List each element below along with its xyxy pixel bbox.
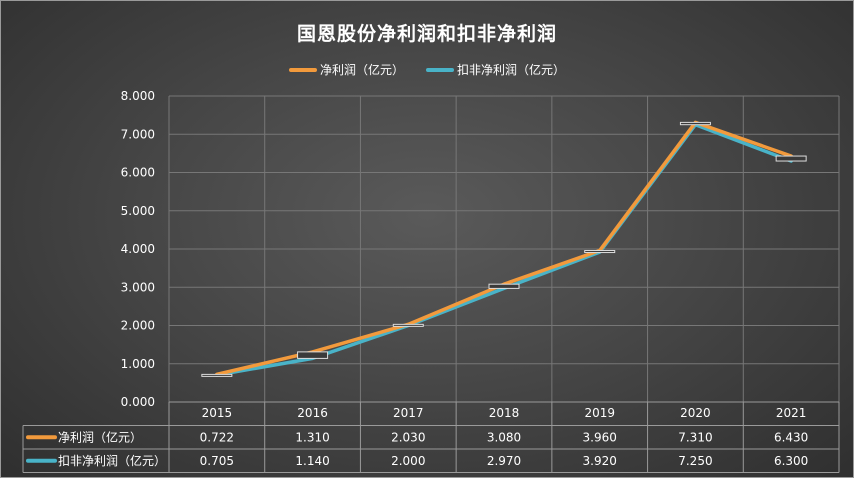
y-tick-label: 3.000: [121, 280, 155, 294]
hi-lo-marker: [488, 283, 520, 289]
hi-lo-marker: [201, 373, 233, 377]
series-line-net-profit: [215, 120, 793, 377]
y-tick-label: 6.000: [121, 166, 155, 180]
x-tick-label: 2017: [393, 406, 424, 420]
x-tick-label: 2021: [776, 406, 807, 420]
y-tick-label: 2.000: [121, 319, 155, 333]
legend-item-net-profit: 净利润（亿元）: [288, 61, 404, 78]
table-series-label: 净利润（亿元）: [58, 429, 142, 444]
hi-lo-marker: [392, 323, 424, 327]
legend-swatch-net-profit: [288, 67, 317, 72]
y-tick-label: 7.000: [121, 127, 155, 141]
table-cell: 1.140: [295, 454, 329, 468]
x-tick-label: 2015: [202, 406, 233, 420]
y-tick-label: 1.000: [121, 357, 155, 371]
table-cell: 2.000: [391, 454, 425, 468]
hi-lo-marker: [679, 121, 711, 126]
table-cell: 7.310: [678, 430, 712, 444]
legend: 净利润（亿元） 扣非净利润（亿元）: [1, 61, 853, 78]
table-cell: 1.310: [295, 430, 329, 444]
x-tick-label: 2020: [680, 406, 711, 420]
legend-label-deducted-net-profit: 扣非净利润（亿元）: [457, 63, 566, 77]
table-cell: 3.080: [487, 430, 521, 444]
table-cell: 0.722: [200, 430, 234, 444]
chart-title: 国恩股份净利润和扣非净利润: [296, 23, 557, 45]
legend-item-deducted-net-profit: 扣非净利润（亿元）: [426, 61, 565, 78]
hi-lo-marker: [297, 351, 329, 359]
legend-swatch-deducted-net-profit: [426, 67, 454, 72]
hi-lo-marker: [584, 250, 616, 254]
x-tick-label: 2016: [297, 406, 328, 420]
table-cell: 2.030: [391, 430, 425, 444]
table-cell: 6.300: [774, 454, 808, 468]
table-cell: 0.705: [200, 454, 234, 468]
table-cell: 3.920: [583, 454, 617, 468]
legend-label-net-profit: 净利润（亿元）: [319, 63, 404, 77]
table-cell: 2.970: [487, 454, 521, 468]
y-tick-label: 0.000: [121, 395, 155, 409]
x-tick-label: 2019: [584, 406, 615, 420]
series-line-deducted-net-profit: [215, 122, 793, 377]
table-cell: 7.250: [678, 454, 712, 468]
table-series-label: 扣非净利润（亿元）: [58, 453, 166, 468]
y-tick-label: 8.000: [121, 89, 155, 103]
x-tick-label: 2018: [489, 406, 520, 420]
table-cell: 6.430: [774, 430, 808, 444]
table-cell: 3.960: [583, 430, 617, 444]
y-tick-label: 5.000: [121, 204, 155, 218]
y-tick-label: 4.000: [121, 242, 155, 256]
hi-lo-marker: [775, 155, 807, 162]
